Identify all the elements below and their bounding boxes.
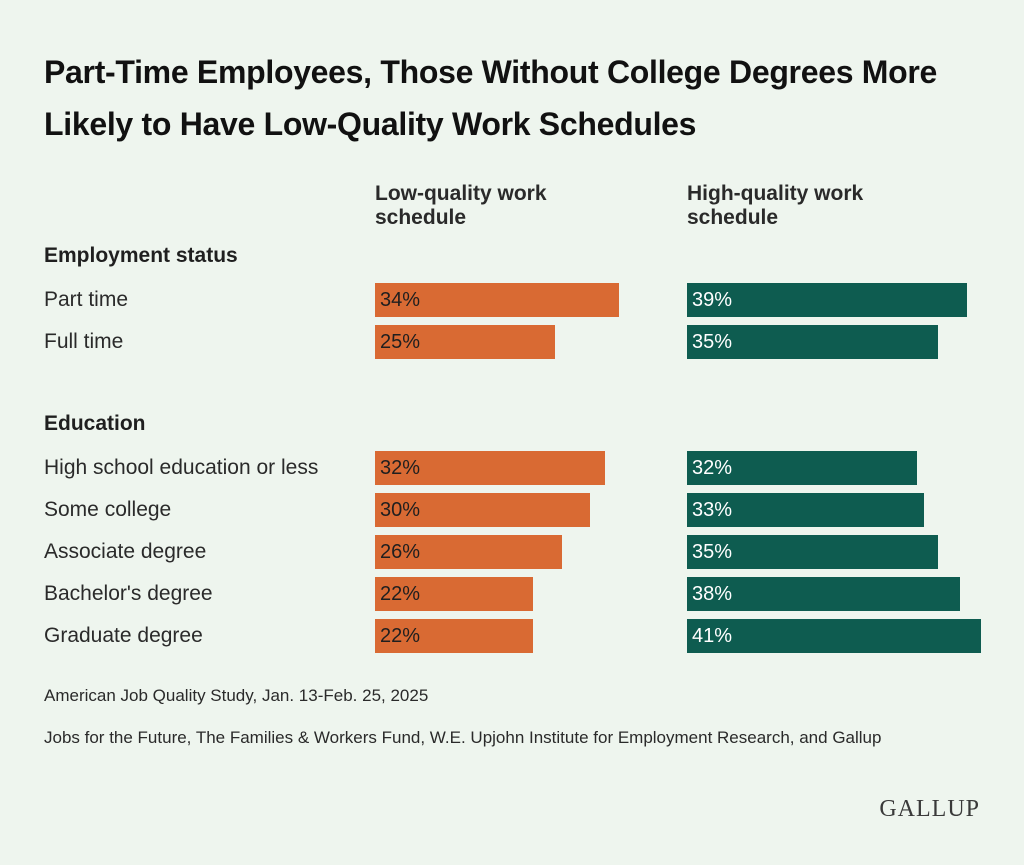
- bar-high: [687, 535, 938, 569]
- source-study: American Job Quality Study, Jan. 13-Feb.…: [44, 686, 429, 705]
- row-label: Full time: [44, 330, 124, 353]
- bar-value-label: 35%: [692, 541, 733, 563]
- bar-value-label: 35%: [692, 331, 733, 353]
- bar-low: [375, 493, 590, 527]
- bar-low: [375, 577, 533, 611]
- bar-value-label: 38%: [692, 583, 733, 605]
- bar-value-label: 41%: [692, 625, 733, 647]
- bar-value-label: 30%: [380, 499, 421, 521]
- row-label: Part time: [44, 288, 129, 311]
- bar-value-label: 22%: [380, 583, 421, 605]
- bar-value-label: 33%: [692, 499, 733, 521]
- bar-value-label: 25%: [380, 331, 421, 353]
- bar-high: [687, 283, 967, 317]
- column-header-high: High-quality work schedule: [687, 182, 864, 229]
- chart-title: Part-Time Employees, Those Without Colle…: [44, 54, 938, 142]
- section-label-education: Education: [44, 412, 146, 435]
- column-header-low: Low-quality work schedule: [375, 182, 547, 229]
- bar-value-label: 22%: [380, 625, 421, 647]
- bar-value-label: 26%: [380, 541, 421, 563]
- bar-low: [375, 283, 619, 317]
- row-label: Bachelor's degree: [44, 582, 213, 605]
- bar-low: [375, 325, 555, 359]
- bar-value-label: 32%: [380, 457, 421, 479]
- source-partners: Jobs for the Future, The Families & Work…: [44, 728, 882, 747]
- bar-value-label: 39%: [692, 289, 733, 311]
- bar-high: [687, 577, 960, 611]
- bar-high: [687, 451, 917, 485]
- row-label: Graduate degree: [44, 624, 203, 647]
- bar-value-label: 32%: [692, 457, 733, 479]
- bar-low: [375, 619, 533, 653]
- row-label: High school education or less: [44, 456, 319, 479]
- bar-value-label: 34%: [380, 289, 421, 311]
- bar-high: [687, 325, 938, 359]
- bar-low: [375, 535, 562, 569]
- section-label-employment: Employment status: [44, 244, 238, 267]
- row-label: Some college: [44, 498, 172, 521]
- row-label: Associate degree: [44, 540, 207, 563]
- bar-low: [375, 451, 605, 485]
- gallup-logo: GALLUP: [879, 796, 980, 822]
- bar-high: [687, 619, 981, 653]
- bar-high: [687, 493, 924, 527]
